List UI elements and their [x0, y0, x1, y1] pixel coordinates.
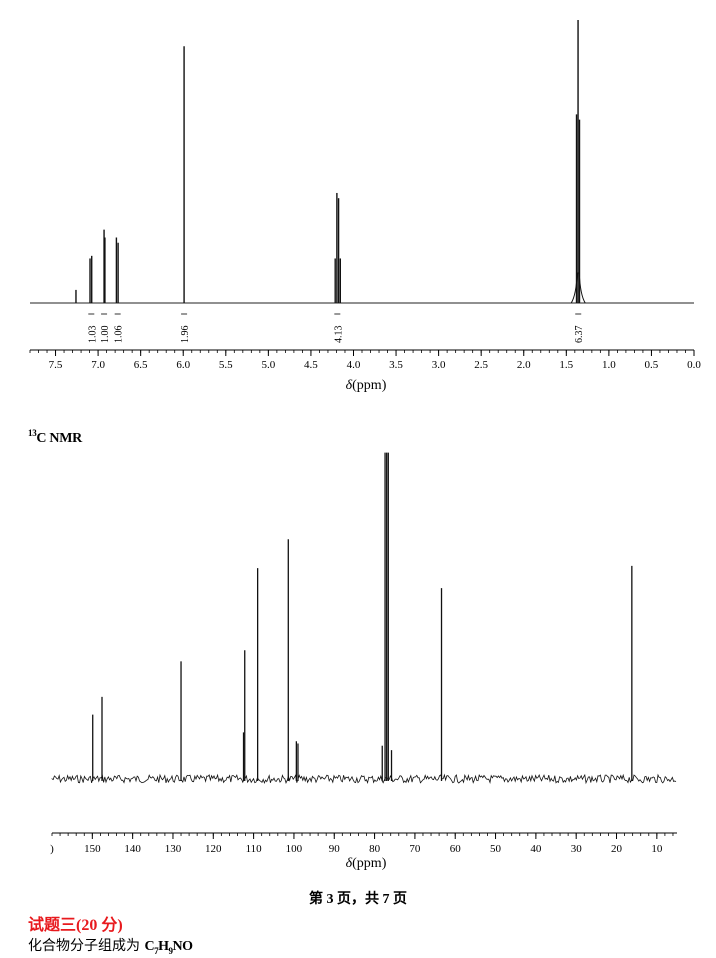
h-integral-label: 1.96	[180, 326, 191, 344]
h-tick-label: 1.0	[602, 359, 616, 371]
c-tick-label: 30	[571, 843, 583, 855]
c-x-axis-edge-label: )	[50, 843, 54, 855]
h-integral-label: 6.37	[574, 326, 585, 344]
formula-line: 化合物分子组成为 C7H9NO	[28, 935, 193, 956]
h-x-axis: 7.5 7.0 6.5 6.0 5.5 5.0 4.5 4.0 3.5 3.0 2.5 2.0 1.5 1…	[29, 349, 701, 371]
h-tick-label: 0.5	[645, 359, 659, 371]
h-tick-label: 7.0	[91, 359, 105, 371]
h-integral-label: 1.06	[114, 326, 125, 344]
c-tick-label: 60	[450, 843, 462, 855]
h-tick-label: 5.5	[219, 359, 233, 371]
c-noise-baseline	[51, 773, 677, 785]
c-tick-label: 120	[205, 843, 222, 855]
h-tick-label: 3.5	[389, 359, 403, 371]
c-peaks	[92, 452, 633, 781]
h-tick-label: 6.0	[176, 359, 190, 371]
h-tick-label: 2.0	[517, 359, 531, 371]
h-tick-label: 1.5	[559, 359, 573, 371]
c-tick-label: 90	[329, 843, 341, 855]
molecular-formula: C7H9NO	[144, 939, 193, 956]
h-tick-label: 2.5	[474, 359, 488, 371]
c-tick-label: 140	[124, 843, 141, 855]
question-title: 试题三(20 分)	[28, 917, 123, 934]
h-tick-label: 0.0	[687, 359, 701, 371]
c-x-axis: 150 140 130 120 110 100 90 80 70 60 50 40 30 20 10	[51, 832, 677, 855]
c-tick-label: 130	[165, 843, 182, 855]
c-nmr-spectrum: 150 140 130 120 110 100 90 80 70 60 50 40 30 20 10 ) δ…	[50, 452, 677, 871]
c-baseline	[51, 773, 677, 785]
c-tick-label: 20	[611, 843, 623, 855]
c-tick-label: 50	[490, 843, 502, 855]
h-peaks	[75, 20, 586, 304]
c-tick-label: 10	[651, 843, 663, 855]
c-nmr-title: 13C NMR	[28, 428, 82, 446]
h-tick-label: 5.0	[261, 359, 275, 371]
c-tick-label: 80	[369, 843, 381, 855]
c-tick-label: 40	[530, 843, 542, 855]
formula-prefix: 化合物分子组成为	[28, 938, 145, 954]
h-integral-label: 1.00	[100, 326, 111, 344]
c-tick-label: 70	[409, 843, 421, 855]
h-tick-label: 4.5	[304, 359, 318, 371]
h-nmr-spectrum: 1.03 1.00 1.06 1.96 4.13 6.37 7.5 7.0 6.5 6.0 5.5…	[29, 20, 701, 393]
h-tick-label: 6.5	[134, 359, 148, 371]
h-integrals: 1.03 1.00 1.06 1.96 4.13 6.37	[87, 313, 585, 344]
h-integral-label: 1.03	[87, 326, 98, 344]
c-tick-label: 100	[286, 843, 303, 855]
c-tick-label: 110	[246, 843, 263, 855]
h-tick-label: 3.0	[432, 359, 446, 371]
c-tick-label: 150	[84, 843, 101, 855]
h-peak-foot	[570, 272, 586, 304]
h-x-axis-label: δ(ppm)	[346, 378, 387, 393]
h-tick-label: 4.0	[347, 359, 361, 371]
page-footer: 第 3 页，共 7 页	[309, 892, 407, 907]
c-x-axis-label: δ(ppm)	[346, 856, 387, 871]
h-integral-label: 4.13	[333, 326, 344, 344]
h-tick-label: 7.5	[49, 359, 63, 371]
